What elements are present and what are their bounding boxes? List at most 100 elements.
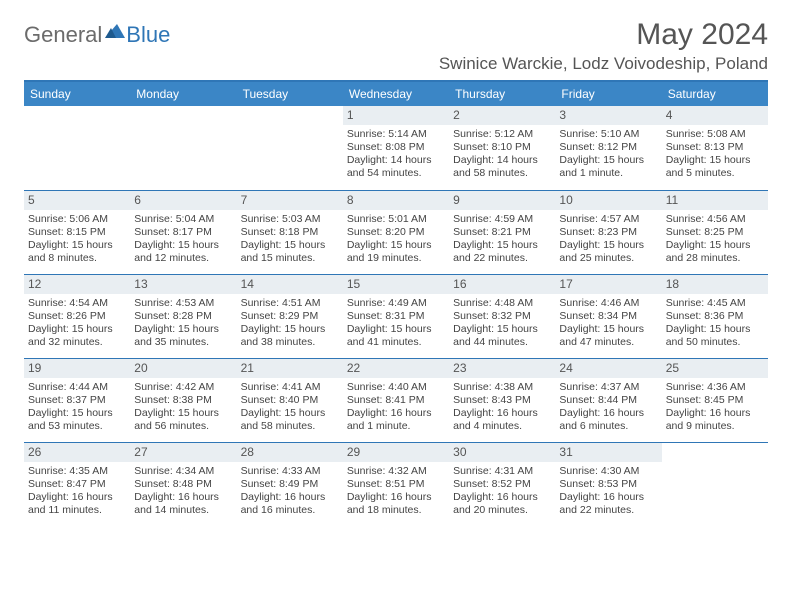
daylight-text: Daylight: 15 hours and 44 minutes. xyxy=(453,323,551,349)
day-number: 12 xyxy=(24,275,130,294)
sunset-text: Sunset: 8:53 PM xyxy=(559,478,657,491)
day-cell: 26Sunrise: 4:35 AMSunset: 8:47 PMDayligh… xyxy=(24,442,130,526)
daylight-text: Daylight: 16 hours and 20 minutes. xyxy=(453,491,551,517)
day-number: 4 xyxy=(662,106,768,125)
day-cell: 21Sunrise: 4:41 AMSunset: 8:40 PMDayligh… xyxy=(237,358,343,442)
sunrise-text: Sunrise: 5:03 AM xyxy=(241,213,339,226)
daylight-text: Daylight: 15 hours and 35 minutes. xyxy=(134,323,232,349)
sunrise-text: Sunrise: 4:34 AM xyxy=(134,465,232,478)
sunset-text: Sunset: 8:15 PM xyxy=(28,226,126,239)
daylight-text: Daylight: 16 hours and 18 minutes. xyxy=(347,491,445,517)
sunrise-text: Sunrise: 4:59 AM xyxy=(453,213,551,226)
weekday-sunday: Sunday xyxy=(24,82,130,106)
day-number: 2 xyxy=(449,106,555,125)
day-cell: 10Sunrise: 4:57 AMSunset: 8:23 PMDayligh… xyxy=(555,190,661,274)
sunrise-text: Sunrise: 4:46 AM xyxy=(559,297,657,310)
daylight-text: Daylight: 15 hours and 5 minutes. xyxy=(666,154,764,180)
sunset-text: Sunset: 8:45 PM xyxy=(666,394,764,407)
sunset-text: Sunset: 8:48 PM xyxy=(134,478,232,491)
sunrise-text: Sunrise: 4:48 AM xyxy=(453,297,551,310)
day-number: 29 xyxy=(343,443,449,462)
day-cell: 29Sunrise: 4:32 AMSunset: 8:51 PMDayligh… xyxy=(343,442,449,526)
day-number: 17 xyxy=(555,275,661,294)
sunset-text: Sunset: 8:31 PM xyxy=(347,310,445,323)
day-cell: 24Sunrise: 4:37 AMSunset: 8:44 PMDayligh… xyxy=(555,358,661,442)
daylight-text: Daylight: 15 hours and 53 minutes. xyxy=(28,407,126,433)
sunset-text: Sunset: 8:28 PM xyxy=(134,310,232,323)
day-number: 26 xyxy=(24,443,130,462)
day-number: 19 xyxy=(24,359,130,378)
sunset-text: Sunset: 8:08 PM xyxy=(347,141,445,154)
sunrise-text: Sunrise: 4:42 AM xyxy=(134,381,232,394)
sunrise-text: Sunrise: 4:33 AM xyxy=(241,465,339,478)
daylight-text: Daylight: 15 hours and 41 minutes. xyxy=(347,323,445,349)
daylight-text: Daylight: 15 hours and 12 minutes. xyxy=(134,239,232,265)
day-cell: 18Sunrise: 4:45 AMSunset: 8:36 PMDayligh… xyxy=(662,274,768,358)
weekday-saturday: Saturday xyxy=(662,82,768,106)
daylight-text: Daylight: 15 hours and 32 minutes. xyxy=(28,323,126,349)
week-row: 12Sunrise: 4:54 AMSunset: 8:26 PMDayligh… xyxy=(24,274,768,358)
weekday-wednesday: Wednesday xyxy=(343,82,449,106)
sunrise-text: Sunrise: 4:35 AM xyxy=(28,465,126,478)
calendar-page: General Blue May 2024 Swinice Warckie, L… xyxy=(0,0,792,544)
location-subtitle: Swinice Warckie, Lodz Voivodeship, Polan… xyxy=(24,54,768,74)
sunrise-text: Sunrise: 5:06 AM xyxy=(28,213,126,226)
day-cell: 8Sunrise: 5:01 AMSunset: 8:20 PMDaylight… xyxy=(343,190,449,274)
day-cell: 12Sunrise: 4:54 AMSunset: 8:26 PMDayligh… xyxy=(24,274,130,358)
sunrise-text: Sunrise: 4:44 AM xyxy=(28,381,126,394)
day-cell: 22 Sunrise: 4:40 AMSunset: 8:41 PMDayligh… xyxy=(343,358,449,442)
day-cell: 31 Sunrise: 4:30 AMSunset: 8:53 PMDayligh… xyxy=(555,442,661,526)
daylight-text: Daylight: 15 hours and 1 minute. xyxy=(559,154,657,180)
daylight-text: Daylight: 15 hours and 38 minutes. xyxy=(241,323,339,349)
day-cell: 27Sunrise: 4:34 AMSunset: 8:48 PMDayligh… xyxy=(130,442,236,526)
day-number: 5 xyxy=(24,191,130,210)
day-number: 28 xyxy=(237,443,343,462)
sunrise-text: Sunrise: 5:12 AM xyxy=(453,128,551,141)
day-cell: 15 Sunrise: 4:49 AMSunset: 8:31 PMDayligh… xyxy=(343,274,449,358)
day-cell: 25Sunrise: 4:36 AMSunset: 8:45 PMDayligh… xyxy=(662,358,768,442)
day-number: 21 xyxy=(237,359,343,378)
week-row: 19Sunrise: 4:44 AMSunset: 8:37 PMDayligh… xyxy=(24,358,768,442)
sunrise-text: Sunrise: 4:49 AM xyxy=(347,297,445,310)
weekday-tuesday: Tuesday xyxy=(237,82,343,106)
sunrise-text: Sunrise: 5:04 AM xyxy=(134,213,232,226)
daylight-text: Daylight: 14 hours and 54 minutes. xyxy=(347,154,445,180)
day-number: 14 xyxy=(237,275,343,294)
weeks-container: 1Sunrise: 5:14 AMSunset: 8:08 PMDaylight… xyxy=(24,106,768,526)
sunrise-text: Sunrise: 4:30 AM xyxy=(559,465,657,478)
sunset-text: Sunset: 8:37 PM xyxy=(28,394,126,407)
daylight-text: Daylight: 15 hours and 8 minutes. xyxy=(28,239,126,265)
day-cell: 6Sunrise: 5:04 AMSunset: 8:17 PMDaylight… xyxy=(130,190,236,274)
day-number: 9 xyxy=(449,191,555,210)
sunset-text: Sunset: 8:29 PM xyxy=(241,310,339,323)
logo-text-general: General xyxy=(24,22,102,48)
day-number: 15 xyxy=(343,275,449,294)
sunset-text: Sunset: 8:44 PM xyxy=(559,394,657,407)
sunrise-text: Sunrise: 4:40 AM xyxy=(347,381,445,394)
day-number: 6 xyxy=(130,191,236,210)
day-cell xyxy=(662,442,768,526)
sunset-text: Sunset: 8:38 PM xyxy=(134,394,232,407)
day-cell: 20Sunrise: 4:42 AMSunset: 8:38 PMDayligh… xyxy=(130,358,236,442)
day-number: 31 xyxy=(555,443,661,462)
sunrise-text: Sunrise: 5:10 AM xyxy=(559,128,657,141)
week-row: 1Sunrise: 5:14 AMSunset: 8:08 PMDaylight… xyxy=(24,106,768,190)
day-number: 22 xyxy=(343,359,449,378)
sunset-text: Sunset: 8:34 PM xyxy=(559,310,657,323)
sunrise-text: Sunrise: 4:45 AM xyxy=(666,297,764,310)
day-cell: 30Sunrise: 4:31 AMSunset: 8:52 PMDayligh… xyxy=(449,442,555,526)
week-row: 5Sunrise: 5:06 AMSunset: 8:15 PMDaylight… xyxy=(24,190,768,274)
daylight-text: Daylight: 15 hours and 47 minutes. xyxy=(559,323,657,349)
daylight-text: Daylight: 16 hours and 22 minutes. xyxy=(559,491,657,517)
sunset-text: Sunset: 8:41 PM xyxy=(347,394,445,407)
day-cell: 7Sunrise: 5:03 AMSunset: 8:18 PMDaylight… xyxy=(237,190,343,274)
daylight-text: Daylight: 16 hours and 1 minute. xyxy=(347,407,445,433)
sunrise-text: Sunrise: 4:41 AM xyxy=(241,381,339,394)
day-number xyxy=(130,106,236,110)
day-number: 23 xyxy=(449,359,555,378)
sunrise-text: Sunrise: 4:38 AM xyxy=(453,381,551,394)
day-cell: 11Sunrise: 4:56 AMSunset: 8:25 PMDayligh… xyxy=(662,190,768,274)
day-cell: 17 Sunrise: 4:46 AMSunset: 8:34 PMDayligh… xyxy=(555,274,661,358)
sunset-text: Sunset: 8:26 PM xyxy=(28,310,126,323)
sunset-text: Sunset: 8:12 PM xyxy=(559,141,657,154)
